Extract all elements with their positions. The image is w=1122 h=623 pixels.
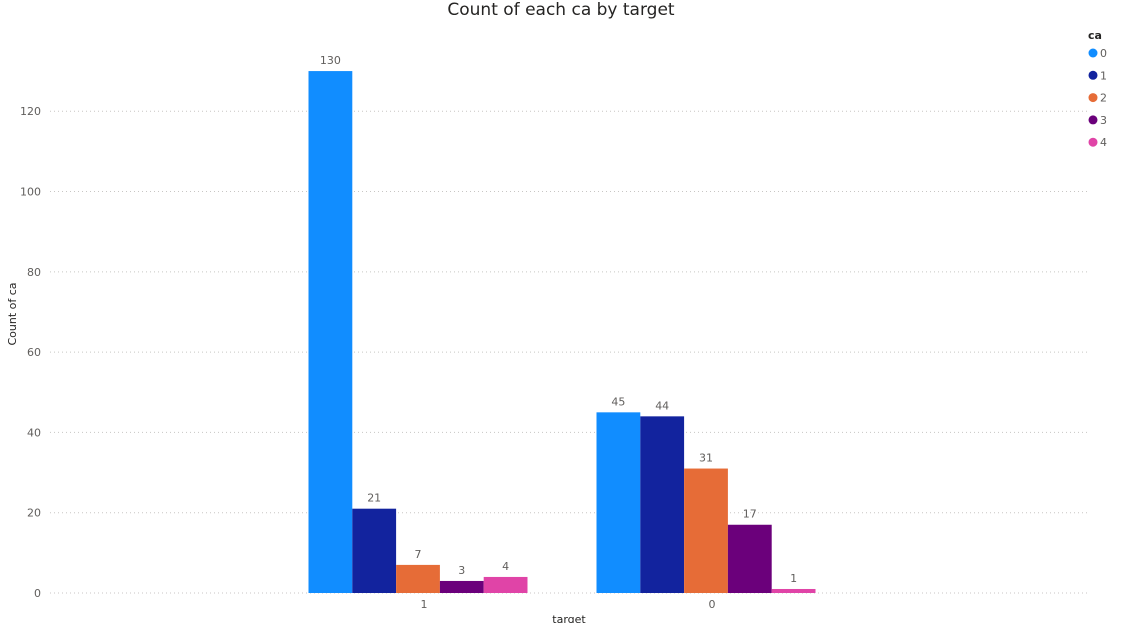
legend-item-4[interactable]: 4 (1088, 136, 1108, 149)
bar-ca-2-target-0[interactable] (684, 468, 728, 593)
legend-marker (1088, 70, 1098, 80)
y-axis-ticks: 0 20 40 60 80 100 120 (20, 105, 41, 600)
legend-item-0[interactable]: 0 (1088, 47, 1108, 60)
data-label: 17 (743, 508, 757, 521)
legend-marker (1088, 115, 1098, 125)
bar-ca-4-target-0[interactable] (771, 588, 816, 593)
data-label: 4 (502, 560, 509, 573)
y-tick-label: 120 (20, 105, 41, 118)
legend-label: 1 (1100, 69, 1107, 82)
bar-ca-3-target-1[interactable] (439, 580, 484, 593)
y-axis-title: Count of ca (6, 282, 19, 345)
legend-item-3[interactable]: 3 (1088, 114, 1108, 127)
grid-lines (50, 110, 1088, 594)
data-label: 31 (699, 452, 713, 465)
legend-label: 2 (1100, 92, 1107, 105)
legend-title: ca (1088, 29, 1102, 42)
bar-ca-4-target-1[interactable] (483, 576, 528, 593)
bar-ca-0-target-0[interactable] (596, 412, 641, 593)
legend-marker (1088, 137, 1098, 147)
data-label: 7 (415, 548, 422, 561)
legend-item-1[interactable]: 1 (1088, 69, 1108, 82)
data-label: 45 (611, 395, 625, 408)
y-tick-label: 40 (27, 426, 41, 439)
bars (308, 71, 816, 593)
data-label: 44 (655, 399, 669, 412)
data-label: 21 (367, 492, 381, 505)
bar-ca-2-target-1[interactable] (396, 564, 440, 593)
legend-marker (1088, 93, 1098, 103)
y-tick-label: 80 (27, 266, 41, 279)
data-label: 3 (458, 564, 465, 577)
x-axis-title: target (552, 613, 586, 623)
data-label: 1 (790, 572, 797, 585)
legend-label: 3 (1100, 114, 1107, 127)
y-tick-label: 0 (34, 587, 41, 600)
bar-ca-3-target-0[interactable] (727, 524, 772, 593)
legend-label: 0 (1100, 47, 1107, 60)
x-tick-label: 0 (709, 598, 716, 611)
legend: ca 0 1 2 3 4 (1088, 29, 1107, 149)
bar-ca-0-target-1[interactable] (308, 71, 353, 593)
legend-label: 4 (1100, 136, 1107, 149)
bar-ca-1-target-1[interactable] (352, 508, 397, 593)
legend-item-2[interactable]: 2 (1088, 92, 1108, 105)
y-tick-label: 20 (27, 507, 41, 520)
data-label: 130 (320, 54, 341, 67)
data-labels: 130 21 7 3 4 45 44 31 17 1 (320, 54, 797, 585)
bar-ca-1-target-0[interactable] (640, 416, 685, 593)
x-tick-label: 1 (421, 598, 428, 611)
legend-marker (1088, 48, 1098, 58)
y-tick-label: 100 (20, 186, 41, 199)
chart-title: Count of each ca by target (447, 0, 675, 20)
y-tick-label: 60 (27, 346, 41, 359)
